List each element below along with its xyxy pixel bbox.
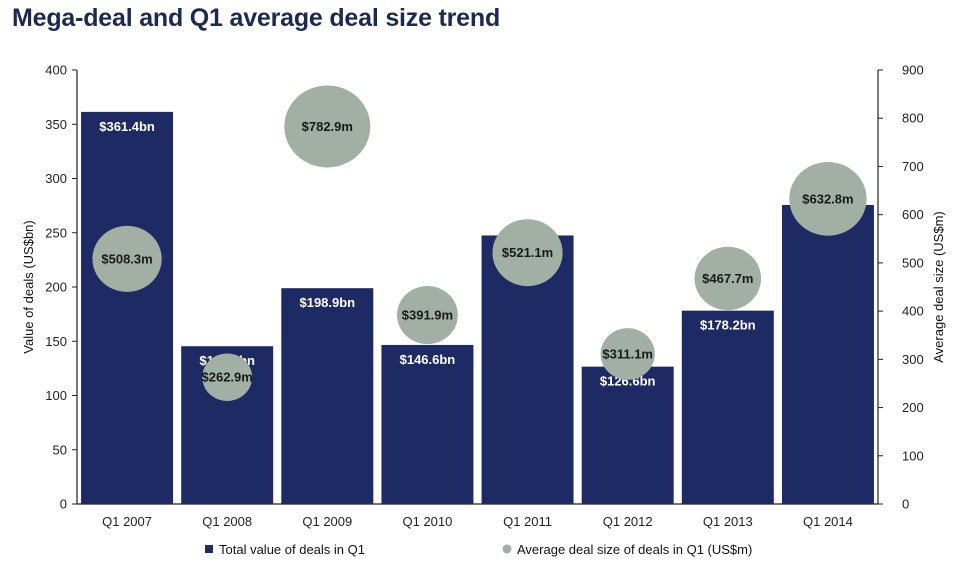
- y2-tick-label: 500: [902, 255, 924, 270]
- bar-data-label: $198.9bn: [299, 295, 355, 310]
- y-axis-left: 0 50 100 150 200 250 300 350 400: [45, 63, 78, 512]
- bubble-data-label: $521.1m: [502, 245, 553, 260]
- y2-tick-label: 100: [902, 448, 924, 463]
- bar-data-label: $361.4bn: [99, 119, 155, 134]
- legend-bubble-swatch: [502, 544, 512, 554]
- y-tick-label: 100: [45, 388, 67, 403]
- bar: [581, 366, 674, 504]
- bubble: [694, 246, 762, 311]
- bubble: [284, 85, 371, 168]
- bar-series: $361.4bn$145.4bn$198.9bn$146.6bn$247.5bn…: [81, 111, 874, 505]
- chart-title: Mega-deal and Q1 average deal size trend: [12, 4, 501, 32]
- x-tick-label: Q1 2008: [202, 514, 252, 529]
- y2-tick-label: 900: [902, 63, 924, 78]
- y-tick-label: 250: [45, 225, 67, 240]
- y-axis-right: 0 100 200 300 400 500 600 700 800 900: [877, 63, 924, 512]
- bubble-data-label: $632.8m: [802, 191, 853, 206]
- bar-data-label: $178.2bn: [700, 318, 756, 333]
- x-tick-label: Q1 2009: [302, 514, 352, 529]
- bubble-data-label: $311.1m: [602, 346, 653, 361]
- x-tick-label: Q1 2012: [603, 514, 653, 529]
- bar: [781, 204, 874, 504]
- y-tick-label: 200: [45, 280, 67, 295]
- x-tick-label: Q1 2007: [102, 514, 152, 529]
- legend-bubble-label: Average deal size of deals in Q1 (US$m): [517, 542, 752, 557]
- bubble: [92, 225, 162, 292]
- bubble: [600, 328, 655, 380]
- bubble: [202, 353, 253, 401]
- y2-tick-label: 200: [902, 400, 924, 415]
- y2-tick-label: 700: [902, 159, 924, 174]
- y2-tick-label: 600: [902, 207, 924, 222]
- bar: [81, 111, 174, 505]
- bubble: [397, 286, 458, 345]
- y2-tick-label: 800: [902, 111, 924, 126]
- y-tick-label: 0: [60, 497, 67, 512]
- y2-tick-label: 300: [902, 352, 924, 367]
- y2-tick-label: 0: [902, 497, 909, 512]
- bar: [381, 344, 474, 504]
- bubble-data-label: $467.7m: [702, 271, 753, 286]
- y-tick-label: 150: [45, 334, 67, 349]
- bar-data-label: $126.6bn: [600, 374, 656, 389]
- y2-axis-title: Average deal size (US$m): [931, 211, 946, 363]
- y2-tick-label: 400: [902, 304, 924, 319]
- x-tick-label: Q1 2011: [503, 514, 552, 529]
- bubble: [492, 219, 563, 287]
- bar-data-label: $146.6bn: [400, 352, 456, 367]
- y-tick-label: 300: [45, 171, 67, 186]
- bubble-data-label: $508.3m: [101, 251, 152, 266]
- legend-bar-label: Total value of deals in Q1: [219, 542, 365, 557]
- bubble-data-label: $782.9m: [302, 119, 353, 134]
- x-tick-label: Q1 2013: [703, 514, 753, 529]
- x-axis: Q1 2007 Q1 2008 Q1 2009 Q1 2010 Q1 2011 Q1 20…: [77, 503, 878, 529]
- y-tick-label: 350: [45, 117, 67, 132]
- x-tick-label: Q1 2014: [803, 514, 853, 529]
- legend-bar-swatch: [205, 545, 213, 553]
- x-tick-label: Q1 2010: [403, 514, 453, 529]
- bubble-data-label: $391.9m: [402, 308, 453, 323]
- bar: [681, 310, 774, 504]
- bubble: [789, 161, 867, 236]
- y-axis-title: Value of deals (US$bn): [21, 220, 36, 353]
- y-tick-label: 400: [45, 63, 67, 78]
- y-tick-label: 50: [53, 442, 67, 457]
- bubble-data-label: $262.9m: [202, 370, 253, 385]
- bubble-series: $508.3m $262.9m $782.9m $391.9m $521.1m $311.…: [92, 85, 867, 401]
- legend: Total value of deals in Q1 Average deal …: [205, 542, 752, 557]
- bar: [281, 288, 374, 504]
